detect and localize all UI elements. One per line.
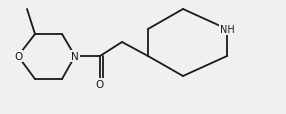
- Text: O: O: [14, 52, 22, 61]
- Text: N: N: [71, 52, 79, 61]
- Text: NH: NH: [220, 25, 234, 35]
- Text: O: O: [96, 79, 104, 89]
